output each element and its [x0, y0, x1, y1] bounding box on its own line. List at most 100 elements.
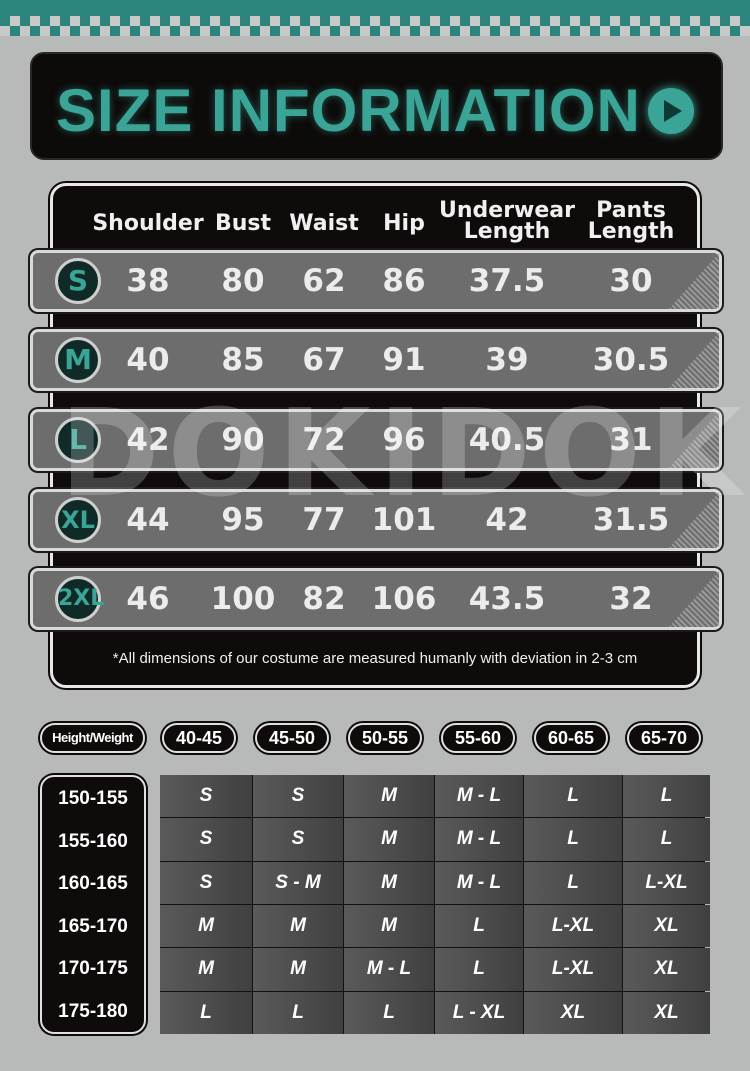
fit-cell: M - L	[344, 948, 434, 991]
size-value: 31.5	[592, 502, 670, 538]
fit-cell: L	[524, 775, 622, 818]
height-column: 150-155 155-160 160-165 165-170 170-175 175-1…	[40, 775, 146, 1034]
weight-range: 40-45	[162, 723, 236, 753]
top-banner-strip	[0, 0, 750, 36]
size-value: 42	[485, 502, 529, 538]
size-value: 85	[221, 342, 265, 378]
size-value: 46	[126, 581, 170, 617]
height-range: 165-170	[58, 915, 128, 937]
fit-cell: S	[253, 818, 343, 861]
size-badge: L	[55, 417, 101, 463]
size-value: 42	[126, 422, 170, 458]
fit-cell: L	[435, 948, 523, 991]
size-value: 82	[302, 581, 346, 617]
height-weight-label: Height/Weight	[40, 723, 145, 753]
column-header-line: Length	[463, 219, 551, 244]
title-panel: SIZE INFORMATION	[30, 52, 723, 160]
size-value: 91	[382, 342, 426, 378]
fit-cell: L	[344, 991, 434, 1034]
size-value: 31	[609, 422, 653, 458]
column-header: Underwear Length	[439, 198, 575, 244]
size-value: 67	[302, 342, 346, 378]
size-value: 43.5	[468, 581, 546, 617]
fit-cell: M	[253, 948, 343, 991]
height-range: 175-180	[58, 1000, 128, 1022]
fit-cell: L-XL	[524, 904, 622, 948]
size-value: 32	[609, 581, 653, 617]
fit-cell: M - L	[435, 775, 523, 818]
size-badge: M	[55, 337, 101, 383]
fit-cell: M	[344, 861, 434, 904]
fit-cell: M - L	[435, 818, 523, 861]
size-value: 38	[126, 263, 170, 299]
column-header-line: Bust	[214, 211, 272, 236]
column-header: Hip	[383, 211, 425, 236]
column-header-line: Waist	[289, 211, 359, 236]
weight-range: 65-70	[627, 723, 701, 753]
column-header: Bust	[214, 211, 272, 236]
fit-cell: L	[524, 861, 622, 904]
column-header-line: Underwear	[439, 198, 575, 223]
size-badge: 2XL	[55, 576, 104, 622]
size-value: 95	[221, 502, 265, 538]
size-value: 101	[371, 502, 437, 538]
fit-cell: M - L	[435, 861, 523, 904]
fit-cell: S - M	[253, 861, 343, 904]
fit-cell: L-XL	[623, 861, 710, 904]
fit-cell: L	[435, 904, 523, 948]
height-range: 150-155	[58, 788, 128, 809]
column-header: Pants Length	[587, 198, 675, 244]
column-header-line: Shoulder	[92, 211, 204, 236]
size-value: 77	[302, 502, 346, 538]
fit-cell: L	[160, 991, 252, 1034]
size-value: 40.5	[468, 422, 546, 458]
size-value: 39	[485, 342, 529, 378]
page-title: SIZE INFORMATION	[56, 77, 641, 144]
size-value: 96	[382, 422, 426, 458]
column-header: Waist	[289, 211, 359, 236]
weight-range: 55-60	[441, 723, 515, 753]
weight-range: 50-55	[348, 723, 422, 753]
size-value: 106	[371, 581, 437, 617]
size-value: 90	[221, 422, 265, 458]
size-value: 72	[302, 422, 346, 458]
size-value: 30.5	[592, 342, 670, 378]
column-header: Shoulder	[92, 211, 204, 236]
fit-cell: L	[623, 818, 710, 861]
fit-cell: L-XL	[524, 948, 622, 991]
fit-cell: M	[160, 904, 252, 948]
fit-cell: L - XL	[435, 991, 523, 1034]
height-range: 170-175	[58, 958, 128, 979]
size-badge: XL	[55, 497, 101, 543]
fit-cell: M	[253, 904, 343, 948]
size-value: 40	[126, 342, 170, 378]
fit-cell: M	[344, 904, 434, 948]
size-badge: S	[55, 258, 101, 304]
column-header-line: Hip	[383, 211, 425, 236]
measurement-note: *All dimensions of our costume are measu…	[112, 650, 638, 667]
size-row: 2XL 46 100 82 106 43.5 32	[30, 568, 722, 630]
height-range: 155-160	[58, 830, 128, 852]
fit-cell: L	[253, 991, 343, 1034]
size-row: L 42 90 72 96 40.5 31	[30, 409, 722, 471]
fit-cell: XL	[623, 904, 710, 948]
size-row: M 40 85 67 91 39 30.5	[30, 329, 722, 391]
fit-cell: M	[160, 948, 252, 991]
fit-cell: XL	[623, 991, 710, 1034]
fit-cell: S	[160, 861, 252, 904]
fit-cell: S	[160, 818, 252, 861]
size-value: 80	[221, 263, 265, 299]
fit-cell: XL	[623, 948, 710, 991]
size-row: S 38 80 62 86 37.5 30	[30, 250, 722, 312]
column-header-line: Pants	[596, 198, 666, 223]
fit-cell: L	[524, 818, 622, 861]
size-value: 30	[609, 263, 653, 299]
weight-range: 45-50	[255, 723, 329, 753]
weight-range: 60-65	[534, 723, 608, 753]
fit-cell: S	[253, 775, 343, 818]
play-icon	[648, 88, 694, 134]
fit-cell: L	[623, 775, 710, 818]
column-header-line: Length	[587, 219, 675, 244]
fit-cell: M	[344, 818, 434, 861]
